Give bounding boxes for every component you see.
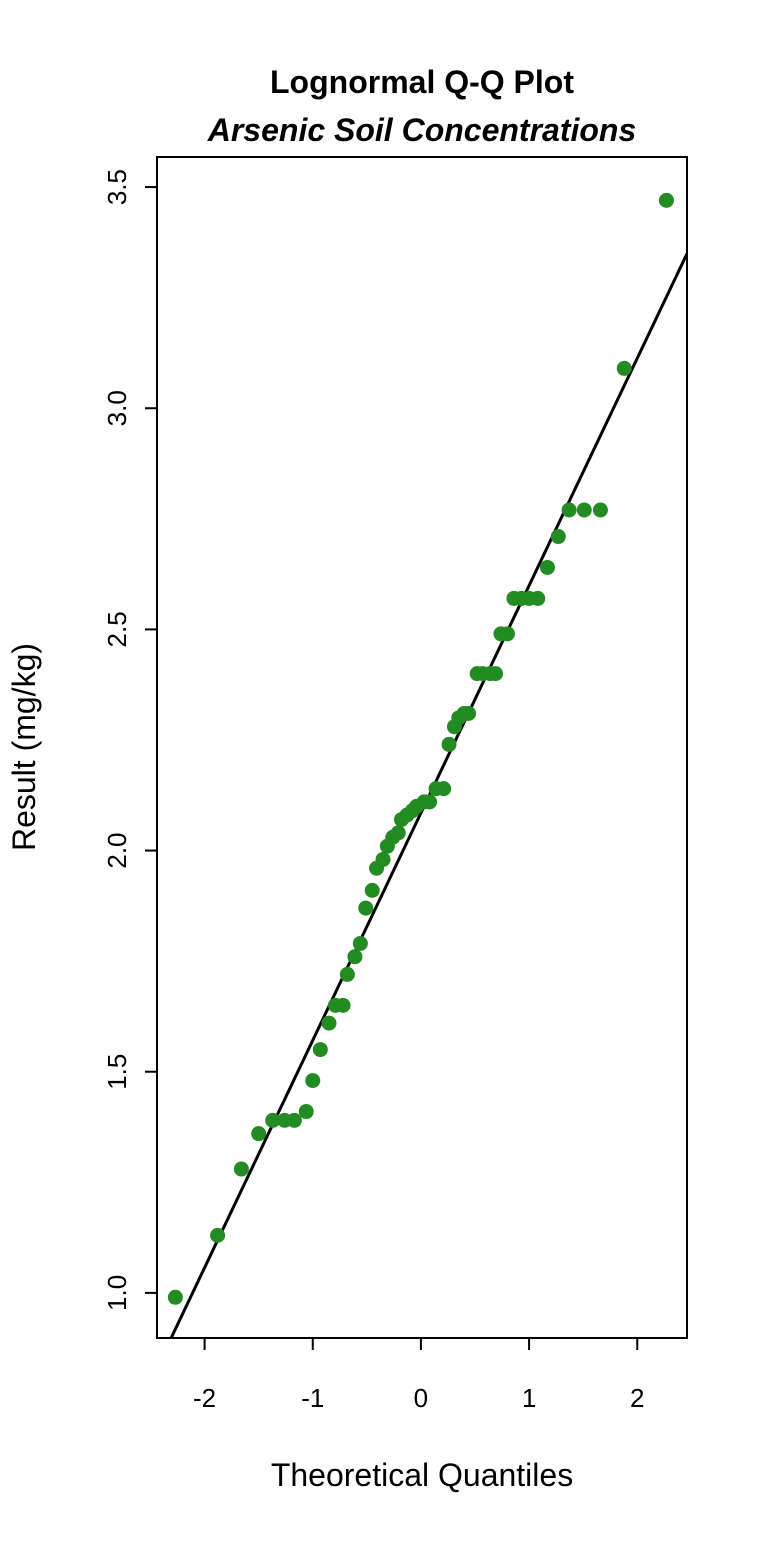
data-point [298,1104,314,1120]
y-tick-label: 3.5 [102,169,132,205]
data-point [375,851,391,867]
y-tick-label: 1.0 [102,1275,132,1311]
data-point [286,1112,302,1128]
data-point [499,626,515,642]
data-point [167,1289,183,1305]
y-tick-label: 3.0 [102,390,132,426]
data-point [321,1015,337,1031]
data-point [550,529,566,545]
data-point [335,997,351,1013]
y-tick-label: 1.5 [102,1054,132,1090]
x-axis-label: Theoretical Quantiles [271,1457,573,1493]
data-point [592,502,608,518]
data-point [312,1042,328,1058]
y-tick-label: 2.0 [102,832,132,868]
data-point [436,781,452,797]
chart-subtitle: Arsenic Soil Concentrations [207,112,637,148]
x-tick-label: -1 [301,1383,324,1413]
data-point [305,1073,321,1089]
data-point [530,590,546,606]
data-point [561,502,577,518]
data-point [251,1126,267,1142]
x-tick-label: 2 [630,1383,644,1413]
y-axis-label: Result (mg/kg) [6,643,42,851]
data-point [461,705,477,721]
data-point [265,1112,281,1128]
data-point [210,1227,226,1243]
data-point [539,559,555,575]
data-point [658,192,674,208]
plot-frame [156,156,688,1339]
x-tick-label: 0 [414,1383,428,1413]
data-point [358,900,374,916]
chart-title: Lognormal Q-Q Plot [270,64,574,100]
data-point [390,825,406,841]
data-point [347,949,363,965]
data-point [488,666,504,682]
x-tick-label: -2 [193,1383,216,1413]
data-point [616,360,632,376]
data-point [441,736,457,752]
data-point [576,502,592,518]
y-tick-label: 2.5 [102,611,132,647]
data-point [233,1161,249,1177]
data-point [352,935,368,951]
data-point [339,966,355,982]
data-point [422,794,438,810]
x-tick-label: 1 [522,1383,536,1413]
data-point [364,882,380,898]
